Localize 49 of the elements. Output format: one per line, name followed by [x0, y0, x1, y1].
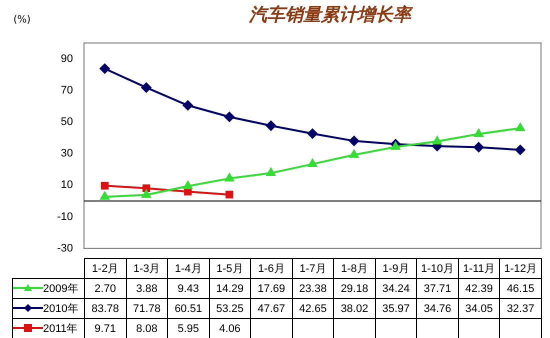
data-label: 9.43 — [168, 278, 210, 298]
x-tick-label: 1-9月 — [375, 258, 417, 278]
data-label: 60.51 — [168, 298, 210, 318]
legend-label: 2009年 — [43, 282, 78, 296]
data-label: 53.25 — [209, 298, 251, 318]
x-tick-label: 1-11月 — [458, 258, 500, 278]
data-label: 38.02 — [334, 298, 376, 318]
x-tick-label: 1-7月 — [292, 258, 334, 278]
y-axis-title: (%) — [13, 14, 31, 26]
data-label: 83.78 — [84, 298, 126, 318]
y-tick-label: -30 — [57, 242, 73, 254]
legend-label: 2011年 — [43, 322, 78, 336]
data-label: 42.65 — [292, 298, 334, 318]
x-tick-label: 1-4月 — [168, 258, 210, 278]
y-tick-label: 50 — [60, 116, 73, 128]
x-tick-label: 1-12月 — [500, 258, 542, 278]
data-label: 34.76 — [416, 298, 458, 318]
data-label: 17.69 — [250, 278, 292, 298]
y-tick-label: 10 — [60, 179, 73, 192]
x-tick-label: 1-2月 — [84, 258, 126, 278]
data-label: 5.95 — [168, 318, 210, 338]
data-label: 9.71 — [84, 318, 126, 338]
y-tick-label: -10 — [57, 210, 73, 223]
data-label: 47.67 — [250, 298, 292, 318]
data-label: 8.08 — [126, 318, 168, 338]
data-label: 42.39 — [458, 278, 500, 298]
x-tick-label: 1-6月 — [250, 258, 292, 278]
data-label: 71.78 — [126, 298, 168, 318]
legend-label: 2010年 — [43, 302, 78, 316]
data-label: 3.88 — [126, 278, 168, 298]
data-label: 29.18 — [334, 278, 376, 298]
data-label: 37.71 — [416, 278, 458, 298]
data-label: 23.38 — [292, 278, 334, 298]
y-tick-label: 90 — [60, 52, 73, 65]
data-label: 4.06 — [209, 318, 251, 338]
data-label: 34.05 — [458, 298, 500, 318]
chart-title: 汽车销量累计增长率 — [248, 4, 414, 26]
x-tick-label: 1-3月 — [126, 258, 168, 278]
x-tick-label: 1-8月 — [334, 258, 376, 278]
y-tick-label: 30 — [60, 148, 73, 160]
y-tick-label: 70 — [60, 84, 73, 96]
data-label: 34.24 — [375, 278, 417, 298]
data-label: 2.70 — [84, 278, 126, 298]
data-label: 46.15 — [500, 278, 542, 298]
x-tick-label: 1-10月 — [416, 258, 458, 278]
data-label: 32.37 — [500, 298, 542, 318]
data-label: 14.29 — [209, 278, 251, 298]
x-tick-label: 1-5月 — [209, 258, 251, 278]
data-label: 35.97 — [375, 298, 417, 318]
